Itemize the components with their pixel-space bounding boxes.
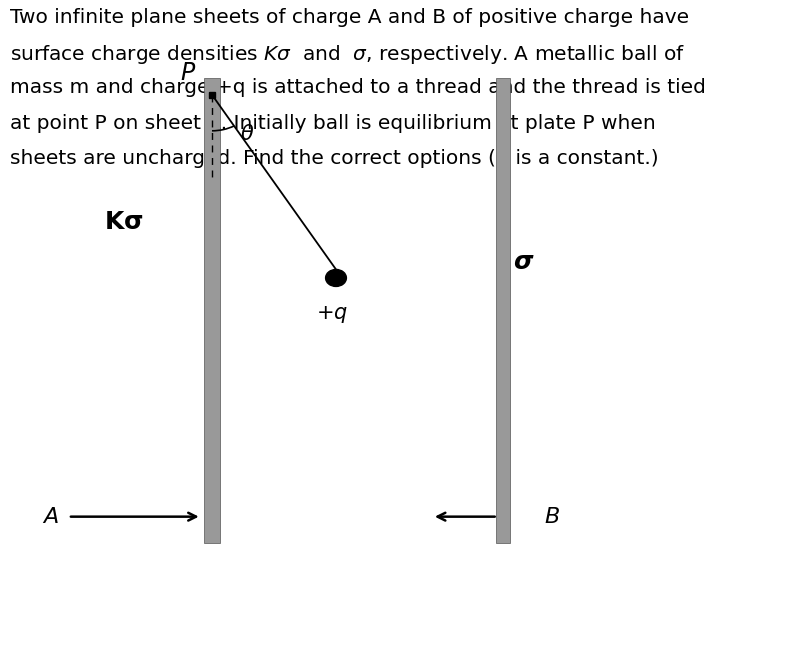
- Text: Two infinite plane sheets of charge A and B of positive charge have: Two infinite plane sheets of charge A an…: [10, 8, 689, 27]
- Text: sheets are uncharged. Find the correct options (K is a constant.): sheets are uncharged. Find the correct o…: [10, 149, 658, 168]
- Text: $\mathbf{K\sigma}$: $\mathbf{K\sigma}$: [104, 211, 144, 234]
- Text: at point P on sheet A. Initially ball is equilibrium at plate P when: at point P on sheet A. Initially ball is…: [10, 114, 655, 133]
- Text: $\theta$: $\theta$: [240, 124, 254, 144]
- Text: $P$: $P$: [180, 62, 196, 85]
- Text: $\boldsymbol{\sigma}$: $\boldsymbol{\sigma}$: [514, 250, 534, 273]
- Text: surface charge densities $K\sigma$  and  $\sigma$, respectively. A metallic ball: surface charge densities $K\sigma$ and $…: [10, 43, 685, 66]
- Bar: [496, 78, 510, 543]
- Bar: [204, 78, 220, 543]
- Text: $A$: $A$: [42, 506, 59, 528]
- Circle shape: [326, 269, 346, 286]
- Text: $+q$: $+q$: [316, 304, 348, 325]
- Text: mass m and charge +q is attached to a thread and the thread is tied: mass m and charge +q is attached to a th…: [10, 78, 706, 97]
- Text: $B$: $B$: [544, 506, 560, 528]
